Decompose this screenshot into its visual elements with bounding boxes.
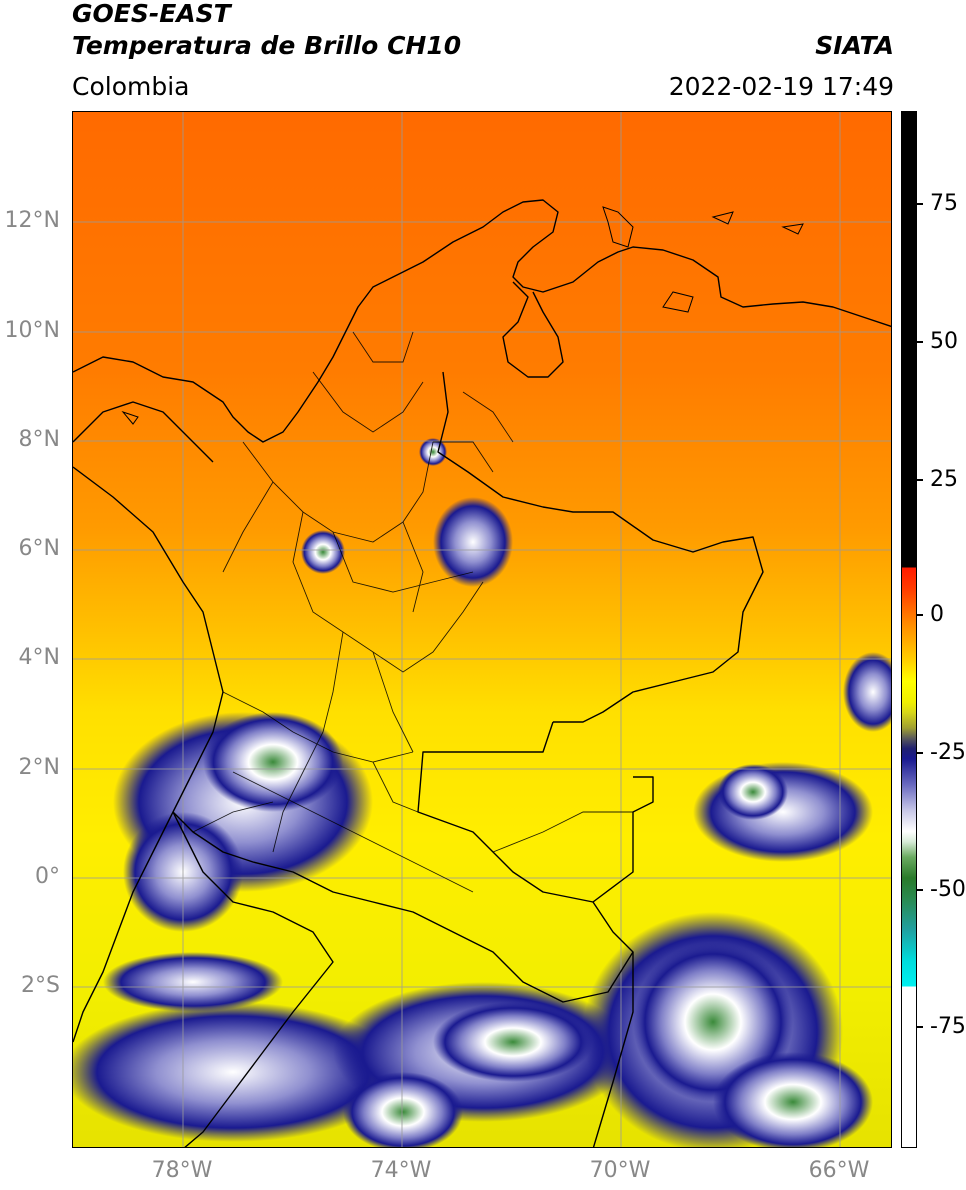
graticule: [73, 112, 891, 1147]
lat-label-10n: 10°N: [4, 318, 60, 343]
lon-label-66w: 66°W: [808, 1158, 870, 1183]
colorbar-tick: [917, 614, 923, 616]
colorbar-label-neg25: -25: [930, 740, 966, 765]
colorbar-tick: [917, 203, 923, 205]
lat-label-4n: 4°N: [18, 645, 60, 670]
agency-label: SIATA: [815, 31, 894, 60]
cloud-cover: [73, 438, 891, 1147]
colorbar-label-75: 75: [930, 191, 958, 216]
colorbar-label-25: 25: [930, 467, 958, 492]
colorbar-label-neg75: -75: [930, 1014, 966, 1039]
colorbar-tick: [917, 341, 923, 343]
colorbar-tick: [917, 479, 923, 481]
temperature-colorbar: [901, 111, 917, 1148]
lat-label-6n: 6°N: [18, 536, 60, 561]
colorbar-label-50: 50: [930, 329, 958, 354]
lat-label-2n: 2°N: [18, 755, 60, 780]
department-borders: [192, 331, 633, 893]
datetime-label: 2022-02-19 17:49: [668, 72, 894, 101]
colorbar-tick: [917, 752, 923, 754]
lon-label-74w: 74°W: [370, 1158, 432, 1183]
lon-label-78w: 78°W: [151, 1158, 213, 1183]
lat-label-2s: 2°S: [21, 973, 60, 998]
country-borders: [73, 199, 891, 1147]
islands: [121, 206, 804, 425]
colorbar-label-0: 0: [930, 602, 944, 627]
lat-label-8n: 8°N: [18, 427, 60, 452]
lat-label-0: 0°: [35, 864, 60, 889]
colorbar-tick: [917, 1026, 923, 1028]
lat-label-12n: 12°N: [4, 208, 60, 233]
region-label: Colombia: [72, 72, 190, 101]
product-title: Temperatura de Brillo CH10: [72, 31, 462, 60]
satellite-map: [72, 111, 892, 1148]
lon-label-70w: 70°W: [589, 1158, 651, 1183]
satellite-title: GOES-EAST: [72, 0, 231, 28]
colorbar-tick: [917, 889, 923, 891]
colorbar-label-neg50: -50: [930, 877, 966, 902]
